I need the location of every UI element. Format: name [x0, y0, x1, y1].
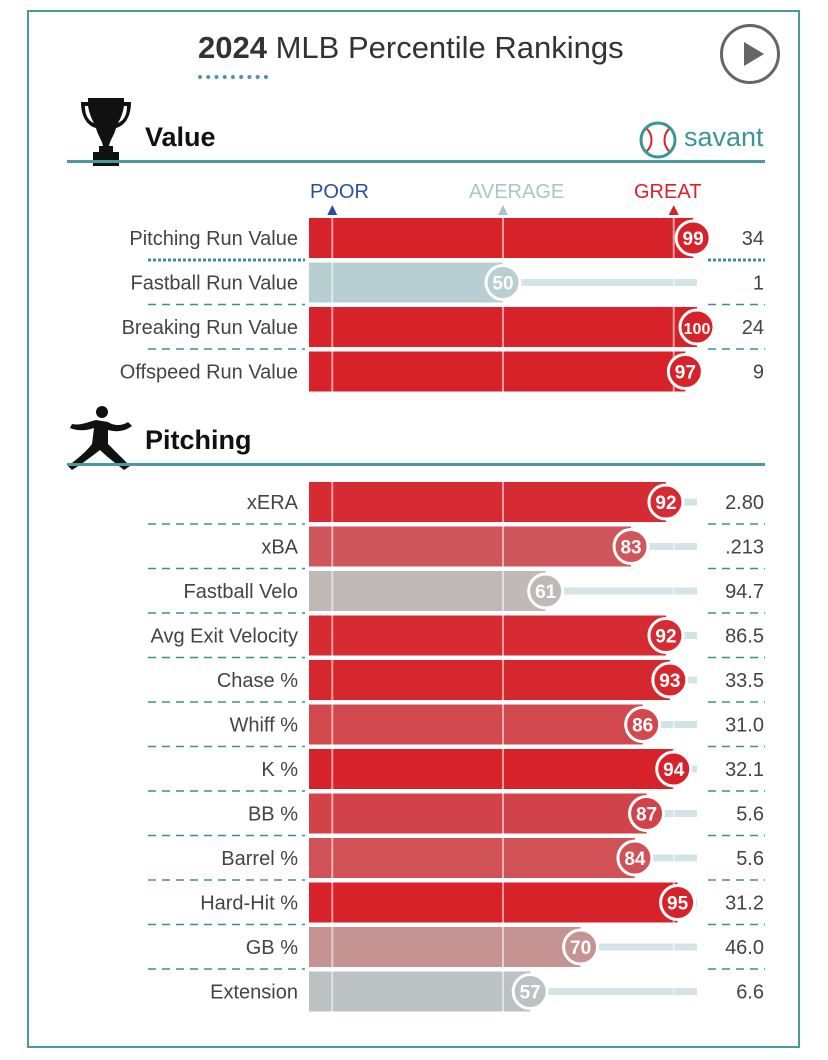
scale-marker-poor: [327, 205, 338, 215]
bar-pitching-2: [309, 571, 546, 611]
bar-pitching-3: [309, 615, 666, 656]
title-text: MLB Percentile Rankings: [275, 30, 624, 65]
bar-pitching-0: [309, 482, 666, 522]
stat-value-pitching-10: 46.0: [725, 937, 764, 959]
category-label-value-1: Fastball Run Value: [131, 273, 299, 295]
bar-value-1: [309, 262, 503, 303]
percentile-badge-pitching-7: [628, 795, 666, 832]
percentile-label-pitching-1: 83: [620, 538, 641, 559]
scale-label-poor: POOR: [310, 181, 369, 203]
stat-value-pitching-6: 32.1: [725, 759, 764, 781]
category-label-pitching-10: GB %: [246, 937, 298, 959]
percentile-badge-value-2: [678, 308, 716, 346]
bar-pitching-11: [309, 971, 531, 1012]
section-rule-pitching: [67, 463, 765, 466]
percentile-label-pitching-4: 93: [659, 671, 680, 692]
stat-value-value-3: 9: [753, 362, 764, 384]
percentile-label-pitching-5: 86: [632, 716, 653, 737]
category-label-pitching-8: Barrel %: [221, 848, 298, 870]
bar-pitching-5: [309, 704, 643, 745]
percentile-badge-pitching-3: [647, 617, 685, 654]
percentile-label-pitching-2: 61: [535, 582, 557, 603]
bar-pitching-7: [309, 793, 647, 834]
percentile-badge-pitching-2: [527, 572, 565, 610]
percentile-badge-pitching-5: [624, 706, 662, 743]
category-label-pitching-6: K %: [261, 759, 298, 781]
percentile-label-pitching-11: 57: [520, 983, 541, 1004]
category-label-pitching-4: Chase %: [217, 670, 298, 692]
percentile-badge-pitching-10: [562, 928, 600, 966]
scale-label-average: AVERAGE: [469, 181, 565, 203]
bar-pitching-10: [309, 927, 581, 967]
category-label-value-0: Pitching Run Value: [129, 228, 298, 250]
scale-marker-great: [668, 205, 679, 215]
page-title: 2024 MLB Percentile Rankings: [198, 30, 624, 66]
stat-value-pitching-5: 31.0: [725, 715, 764, 737]
percentile-badge-pitching-8: [616, 839, 654, 877]
play-button[interactable]: [720, 24, 780, 84]
percentile-label-pitching-10: 70: [570, 938, 591, 959]
percentile-label-value-1: 50: [492, 274, 513, 295]
stat-value-pitching-9: 31.2: [725, 893, 764, 915]
percentile-label-pitching-9: 95: [667, 894, 689, 915]
category-label-pitching-7: BB %: [248, 804, 298, 826]
stat-value-value-2: 24: [742, 317, 764, 339]
percentile-label-value-0: 99: [683, 229, 704, 250]
bar-pitching-1: [309, 526, 632, 567]
category-label-value-2: Breaking Run Value: [122, 317, 298, 339]
percentile-label-pitching-6: 94: [663, 760, 685, 781]
pitcher-icon: [68, 406, 132, 470]
bar-pitching-4: [309, 660, 670, 700]
stat-value-pitching-3: 86.5: [725, 626, 764, 648]
scale-marker-average: [498, 205, 508, 215]
percentile-badge-value-0: [674, 219, 712, 257]
percentile-label-pitching-0: 92: [655, 493, 676, 514]
stat-value-value-1: 1: [753, 273, 764, 295]
stat-value-pitching-7: 5.6: [736, 804, 764, 826]
category-label-pitching-3: Avg Exit Velocity: [151, 626, 298, 648]
stat-value-value-0: 34: [742, 228, 764, 250]
stat-value-pitching-8: 5.6: [736, 848, 764, 870]
stat-value-pitching-1: .213: [725, 537, 764, 559]
baseball-icon: [639, 121, 677, 159]
category-label-pitching-11: Extension: [210, 982, 298, 1004]
bar-value-3: [309, 351, 686, 392]
percentile-label-pitching-3: 92: [655, 627, 676, 648]
percentile-badge-value-3: [666, 353, 704, 390]
bar-pitching-6: [309, 749, 674, 789]
stat-value-pitching-11: 6.6: [736, 982, 764, 1004]
stat-value-pitching-2: 94.7: [725, 581, 764, 603]
bar-value-0: [309, 218, 694, 258]
percentile-badge-value-1: [484, 264, 522, 301]
percentile-badge-pitching-11: [511, 973, 549, 1010]
title-underline: [198, 75, 268, 79]
percentile-badge-pitching-9: [659, 884, 697, 921]
percentile-badge-pitching-1: [612, 528, 650, 565]
percentile-badge-pitching-4: [651, 661, 689, 699]
bar-pitching-8: [309, 838, 635, 878]
stat-value-pitching-4: 33.5: [725, 670, 764, 692]
percentile-label-value-3: 97: [675, 363, 696, 384]
category-label-pitching-0: xERA: [247, 492, 299, 514]
percentile-label-pitching-7: 87: [636, 805, 657, 826]
category-label-pitching-9: Hard-Hit %: [200, 893, 298, 915]
category-label-pitching-5: Whiff %: [229, 715, 298, 737]
percentile-label-pitching-8: 84: [624, 849, 646, 870]
percentile-badge-pitching-6: [655, 750, 693, 788]
section-title-pitching: Pitching: [145, 425, 252, 455]
percentile-label-value-2: 100: [684, 321, 711, 338]
title-year: 2024: [198, 30, 267, 65]
scale-label-great: GREAT: [634, 181, 702, 203]
stat-value-pitching-0: 2.80: [725, 492, 764, 514]
category-label-pitching-2: Fastball Velo: [183, 581, 298, 603]
section-rule-value: [67, 160, 765, 163]
brand-name: savant: [684, 122, 764, 152]
category-label-pitching-1: xBA: [261, 537, 298, 559]
category-label-value-3: Offspeed Run Value: [120, 362, 298, 384]
percentile-badge-pitching-0: [647, 483, 685, 521]
section-title-value: Value: [145, 122, 216, 152]
bar-pitching-9: [309, 882, 678, 923]
